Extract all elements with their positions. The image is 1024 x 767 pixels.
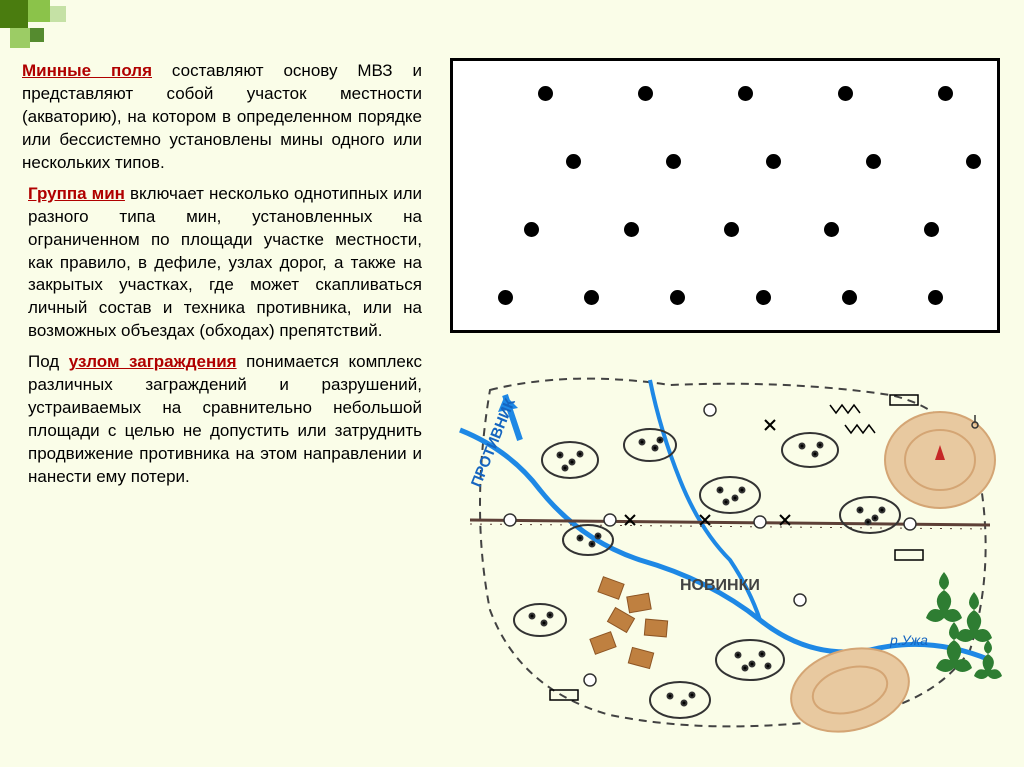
mine-dot <box>638 86 653 101</box>
town-buildings <box>590 577 668 669</box>
tactical-map: ПРОТИВНИК НОВИНКИ р.Ужа <box>450 350 1010 750</box>
mine-dot <box>766 154 781 169</box>
mine-dot <box>566 154 581 169</box>
term-obstacle-node: узлом заграждения <box>69 352 237 371</box>
mine-dot <box>584 290 599 305</box>
paragraph-mine-group: Группа мин включает несколько однотипных… <box>22 183 422 344</box>
paragraph-obstacle-node: Под узлом заграждения понимается комплек… <box>22 351 422 489</box>
mine-dot <box>666 154 681 169</box>
term-minefields: Минные поля <box>22 61 152 80</box>
decor-square <box>28 0 50 22</box>
para-body: включает несколько однотипных или разног… <box>28 184 422 341</box>
mine-dot <box>670 290 685 305</box>
label-enemy: ПРОТИВНИК <box>468 395 519 489</box>
decor-square <box>0 0 28 28</box>
mine-dot <box>838 86 853 101</box>
hill-s-outer <box>782 636 919 744</box>
forest-symbol <box>926 572 1002 679</box>
mine-dot <box>738 86 753 101</box>
mine-dot <box>756 290 771 305</box>
road-nodes <box>504 404 916 686</box>
decor-square <box>10 28 30 48</box>
mine-dot <box>724 222 739 237</box>
term-mine-group: Группа мин <box>28 184 125 203</box>
mine-dot <box>538 86 553 101</box>
mine-dot <box>966 154 981 169</box>
label-town: НОВИНКИ <box>680 577 760 594</box>
mine-dot <box>624 222 639 237</box>
mine-dot <box>924 222 939 237</box>
label-river: р.Ужа <box>889 632 928 648</box>
para-body: понимается комплекс различных заграждени… <box>28 352 422 486</box>
mine-dot <box>498 290 513 305</box>
paragraph-minefields: Минные поля составляют основу МВЗ и пред… <box>22 60 422 175</box>
minefield-diagram <box>450 58 1000 333</box>
map-svg: ПРОТИВНИК НОВИНКИ р.Ужа <box>450 350 1010 750</box>
mine-dot <box>866 154 881 169</box>
mine-dot <box>938 86 953 101</box>
mine-dot <box>928 290 943 305</box>
decor-square <box>50 6 66 22</box>
para-prefix: Под <box>28 352 69 371</box>
text-column: Минные поля составляют основу МВЗ и пред… <box>22 60 422 497</box>
mine-dot <box>524 222 539 237</box>
decor-square <box>30 28 44 42</box>
mine-dot <box>842 290 857 305</box>
obstacle-marks <box>625 420 790 525</box>
mine-dot <box>824 222 839 237</box>
